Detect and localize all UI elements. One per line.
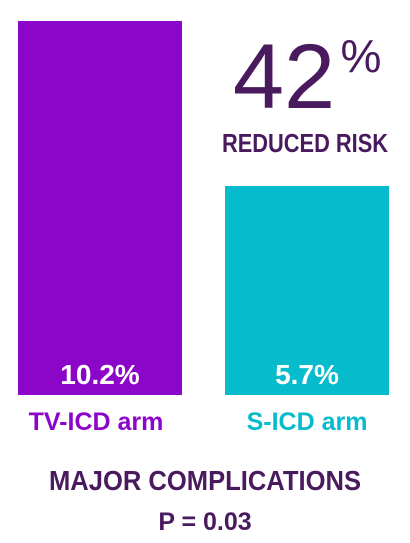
reduced-risk-percent-sign: % [341, 30, 382, 82]
bar-s-icd [225, 186, 389, 395]
category-label: S-ICD arm [247, 408, 368, 436]
bars-layer: 10.2% TV-ICD arm 5.7% S-ICD arm [18, 21, 389, 436]
p-value-subtitle: P = 0.03 [158, 508, 251, 536]
bar-value-label: 10.2% [60, 359, 139, 390]
reduced-risk-caption: REDUCED RISK [222, 128, 388, 158]
bar-tv-icd [18, 21, 182, 395]
reduced-risk-number: 42 [233, 26, 335, 128]
bar-value-label: 5.7% [275, 359, 339, 390]
category-label: TV-ICD arm [29, 408, 164, 436]
chart-title: MAJOR COMPLICATIONS [49, 465, 361, 496]
